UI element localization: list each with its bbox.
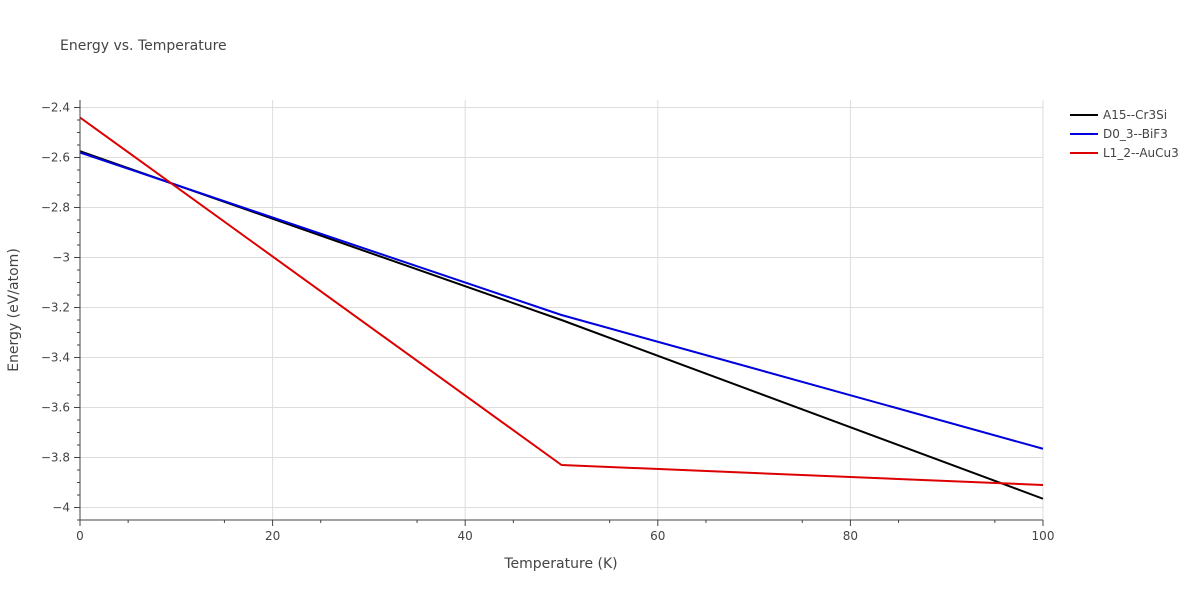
x-tick-label: 80 (843, 529, 858, 543)
y-tick-label: −3.2 (41, 301, 70, 315)
y-tick-label: −2.4 (41, 101, 70, 115)
x-axis-label: Temperature (K) (503, 556, 617, 572)
x-tick-label: 40 (458, 529, 473, 543)
y-tick-label: −3.6 (41, 401, 70, 415)
y-axis-ticks: −2.4 −2.6 −2.8 −3 −3.2 −3.4 −3.6 −3.8 −4 (41, 101, 80, 521)
x-tick-label: 0 (76, 529, 84, 543)
series-line-a15-cr3si (79, 150, 1044, 500)
y-tick-label: −4 (52, 501, 70, 515)
x-tick-label: 20 (265, 529, 280, 543)
x-tick-label: 60 (650, 529, 665, 543)
series-line-l1-2-aucu3 (79, 116, 1044, 486)
y-tick-label: −2.6 (41, 151, 70, 165)
y-tick-label: −3 (52, 251, 70, 265)
series-line-d0-3-bif3 (79, 151, 1044, 450)
series-lines (79, 116, 1044, 500)
legend[interactable]: A15--Cr3Si D0_3--BiF3 L1_2--AuCu3 (1070, 108, 1179, 160)
chart-title: Energy vs. Temperature (60, 38, 227, 54)
x-axis-ticks: 0 20 40 60 80 100 (76, 520, 1054, 543)
y-tick-label: −3.4 (41, 351, 70, 365)
legend-item[interactable]: D0_3--BiF3 (1070, 127, 1168, 141)
grid-lines (80, 100, 1044, 520)
legend-item[interactable]: A15--Cr3Si (1070, 108, 1167, 122)
legend-label: L1_2--AuCu3 (1103, 146, 1179, 160)
legend-label: A15--Cr3Si (1103, 108, 1167, 122)
y-tick-label: −3.8 (41, 451, 70, 465)
x-tick-label: 100 (1032, 529, 1055, 543)
y-axis-label: Energy (eV/atom) (6, 248, 22, 372)
y-tick-label: −2.8 (41, 201, 70, 215)
legend-label: D0_3--BiF3 (1103, 127, 1168, 141)
legend-item[interactable]: L1_2--AuCu3 (1070, 146, 1179, 160)
